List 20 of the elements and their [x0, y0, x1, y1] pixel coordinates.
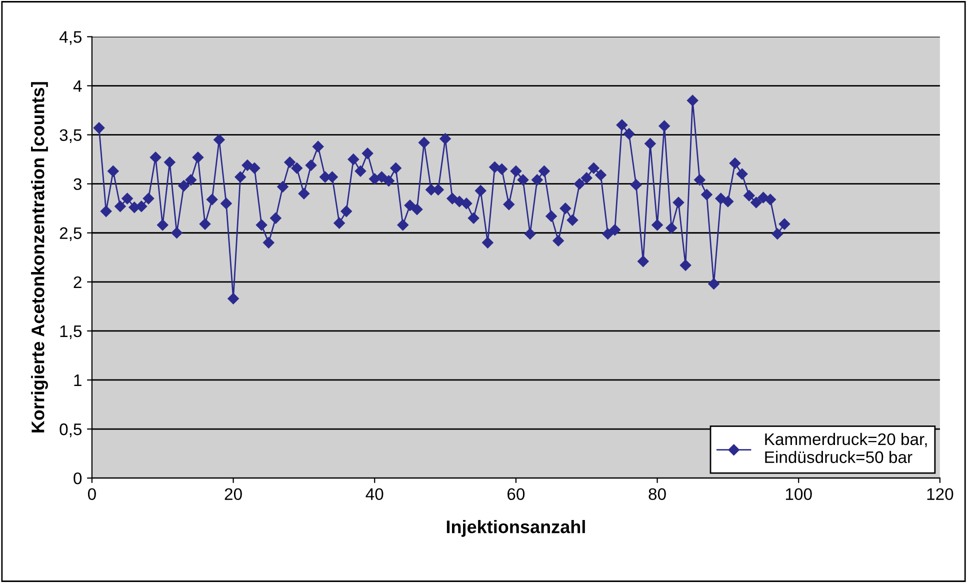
y-tick-label: 1,5	[60, 326, 82, 340]
y-tick-label: 2,5	[60, 227, 82, 242]
y-tick-label: 1	[74, 374, 82, 386]
y-tick-label: 3,5	[60, 129, 82, 143]
x-tick-label: 100	[786, 488, 812, 500]
x-tick-label: 40	[366, 488, 384, 500]
x-tick-label: 120	[927, 488, 954, 500]
x-tick-label: 60	[508, 488, 525, 500]
x-tick-label: 80	[648, 488, 666, 500]
y-tick-label: 3	[74, 178, 82, 190]
legend-label: Kammerdruck=20 bar, Eindüsdruck=50 bar	[765, 432, 927, 464]
y-tick-label: 0,5	[60, 423, 82, 438]
y-tick-label: 4	[73, 80, 82, 92]
y-tick-label: 2	[74, 276, 82, 288]
y-axis-title: Korrigierte Acetonkonzentration [counts]	[31, 82, 48, 432]
x-tick-label: 20	[224, 488, 242, 500]
x-tick-label: 0	[88, 488, 96, 500]
y-tick-label: 4,5	[59, 31, 82, 45]
y-tick-label: 0	[74, 472, 82, 484]
x-axis-title: Injektionsanzahl	[446, 520, 585, 537]
